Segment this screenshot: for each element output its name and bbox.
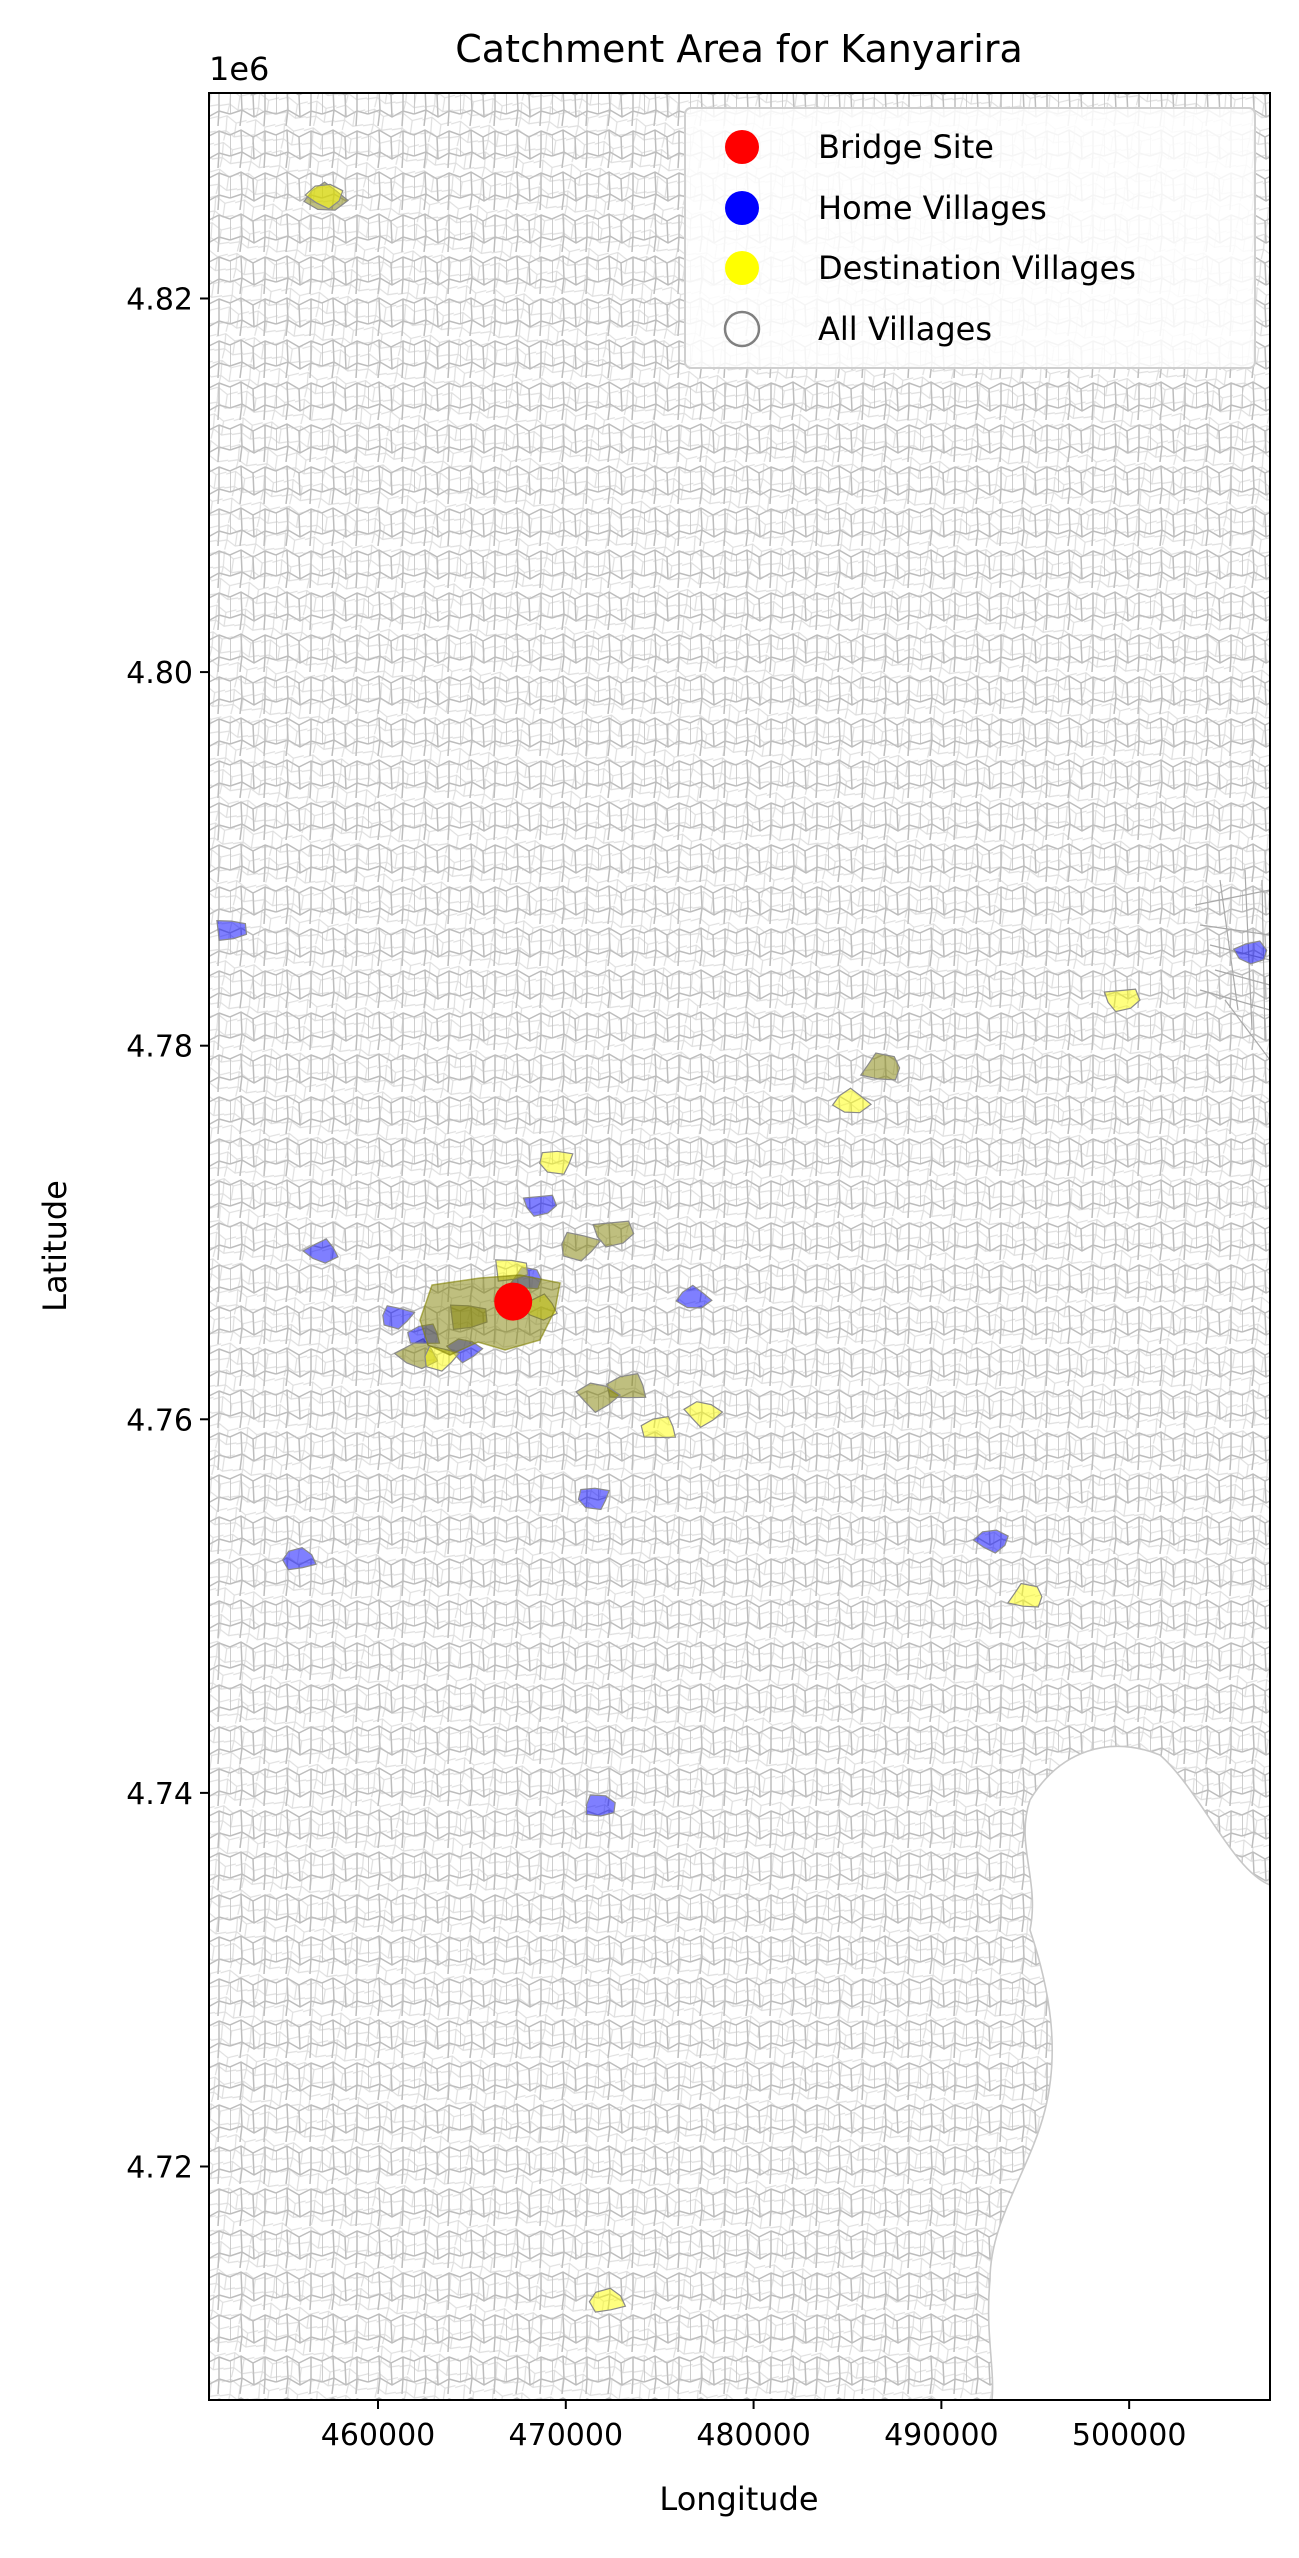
y-tick-label: 4.78 — [126, 1030, 193, 1065]
x-tick-label: 480000 — [696, 2418, 811, 2453]
x-tick-label: 460000 — [321, 2418, 436, 2453]
destination-village — [304, 183, 344, 210]
destination-village — [683, 1401, 724, 1429]
home-village — [302, 1238, 339, 1264]
x-tick-label: 500000 — [1072, 2418, 1187, 2453]
legend-home-label: Home Villages — [818, 189, 1047, 227]
x-axis-ticks: 460000 470000 480000 490000 500000 — [321, 2400, 1187, 2453]
home-village — [675, 1284, 713, 1309]
home-village — [972, 1529, 1009, 1554]
home-village — [585, 1794, 616, 1817]
x-axis-label: Longitude — [659, 2480, 818, 2518]
home-village — [522, 1194, 558, 1217]
overlap-village — [575, 1382, 622, 1414]
legend-bridge-label: Bridge Site — [818, 128, 994, 166]
home-village — [577, 1487, 611, 1511]
y-tick-label: 4.80 — [126, 656, 193, 691]
legend-destination-icon — [725, 251, 759, 285]
y-axis-ticks: 4.72 4.74 4.76 4.78 4.80 4.82 — [126, 282, 209, 2185]
destination-village — [588, 2287, 627, 2313]
chart-title: Catchment Area for Kanyarira — [455, 27, 1023, 71]
destination-village — [640, 1415, 677, 1439]
home-village — [382, 1305, 416, 1330]
legend-all-villages-icon — [723, 310, 761, 348]
legend-box — [684, 107, 1256, 369]
y-tick-label: 4.76 — [126, 1403, 193, 1438]
legend-destination-label: Destination Villages — [818, 249, 1136, 287]
y-axis-label: Latitude — [36, 1180, 74, 1312]
y-tick-label: 4.74 — [126, 1777, 193, 1812]
overlap-villages-layer — [303, 181, 901, 1414]
destination-village — [539, 1150, 574, 1175]
home-village — [281, 1546, 317, 1571]
legend-home-icon — [725, 191, 759, 225]
home-village — [216, 919, 248, 941]
destination-village — [1103, 988, 1141, 1013]
bridge-site-marker — [494, 1282, 533, 1321]
overlap-village — [592, 1220, 635, 1248]
legend-all-villages-label: All Villages — [818, 310, 992, 348]
destination-village — [1006, 1582, 1043, 1608]
y-offset-label: 1e6 — [209, 50, 269, 88]
overlap-village — [561, 1231, 602, 1262]
x-tick-label: 470000 — [509, 2418, 624, 2453]
axes-frame — [208, 92, 1271, 2401]
x-tick-label: 490000 — [884, 2418, 999, 2453]
all-villages-layer — [209, 93, 1270, 2400]
y-tick-label: 4.82 — [126, 282, 193, 317]
destination-village — [831, 1087, 872, 1114]
y-tick-label: 4.72 — [126, 2150, 193, 2185]
legend: Bridge Site Home Villages Destination Vi… — [684, 107, 1256, 369]
overlap-village — [859, 1052, 901, 1081]
lake-region — [987, 1745, 1270, 2400]
home-village — [1232, 940, 1268, 965]
legend-bridge-icon — [725, 130, 759, 164]
